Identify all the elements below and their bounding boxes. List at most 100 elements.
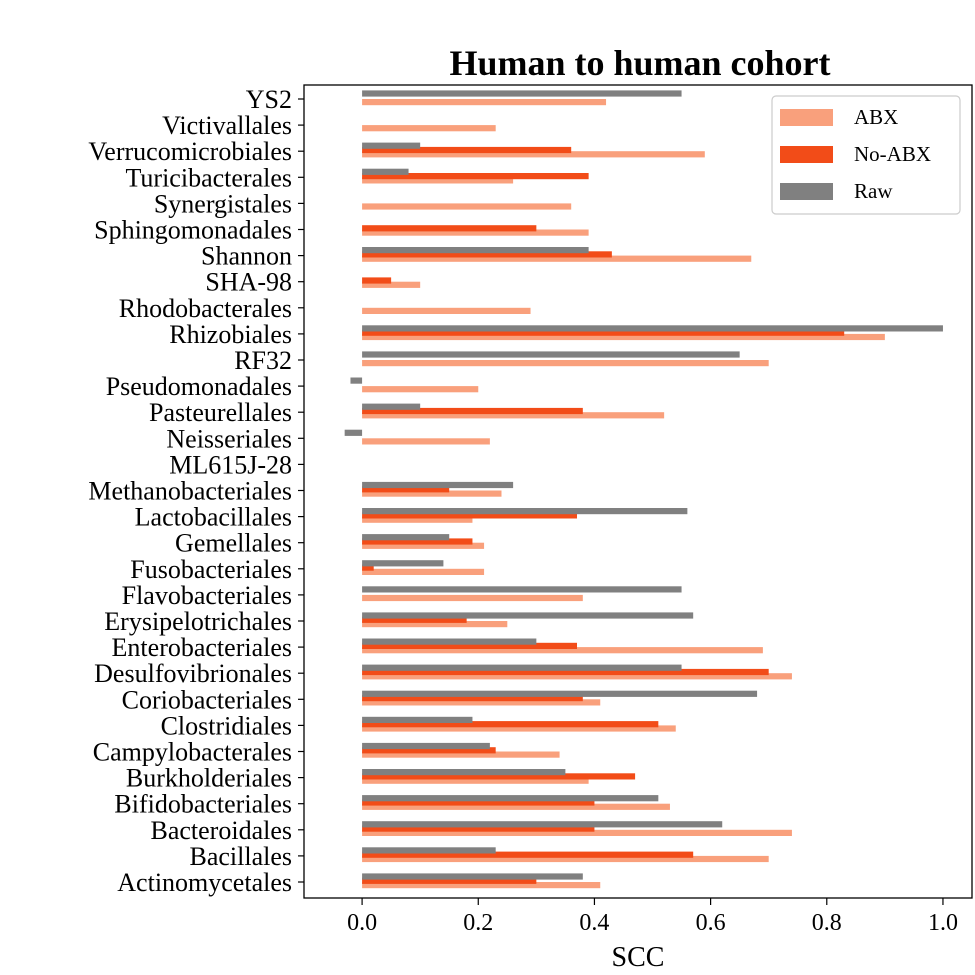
bar-raw — [362, 638, 537, 645]
bar-raw — [362, 690, 758, 697]
category-label: Bacteroidales — [151, 816, 293, 845]
legend-swatch-raw — [780, 183, 833, 200]
x-ticks: 0.0 0.2 0.4 0.6 0.8 1.0 — [347, 898, 958, 936]
category-label: Neisseriales — [166, 424, 292, 453]
bar-abx — [362, 803, 670, 810]
bar-raw — [362, 325, 943, 332]
bar-raw — [362, 508, 688, 515]
category-label: Sphingomonadales — [94, 216, 292, 245]
bar-no-abx — [362, 486, 450, 493]
bar-no-abx — [362, 616, 467, 623]
bar-abx — [362, 751, 560, 758]
bar-raw — [362, 795, 659, 802]
bar-abx — [362, 203, 572, 210]
bar-raw — [362, 403, 421, 410]
category-label: Actinomycetales — [117, 868, 292, 897]
category-label: Erysipelotrichales — [104, 607, 292, 636]
category-label: YS2 — [246, 85, 292, 114]
bar-raw — [362, 351, 740, 358]
category-label: Burkholderiales — [126, 764, 292, 793]
bar-abx — [362, 412, 665, 419]
bar-raw — [362, 168, 409, 175]
bar-raw — [362, 612, 694, 619]
category-label: Flavobacteriales — [122, 581, 292, 610]
bar-abx — [362, 516, 473, 523]
bar-no-abx — [362, 773, 636, 780]
bar-raw — [362, 481, 514, 489]
bar-abx — [362, 386, 479, 393]
bar-raw — [362, 247, 589, 254]
bar-raw — [344, 429, 363, 436]
category-label: Coriobacteriales — [122, 685, 292, 714]
chart-title: Human to human cohort — [449, 43, 830, 83]
legend-label-raw: Raw — [854, 179, 893, 203]
bar-abx — [362, 125, 496, 132]
bar-abx — [362, 438, 490, 445]
bar-raw — [362, 534, 450, 541]
bar-no-abx — [362, 564, 374, 571]
bar-abx — [362, 542, 485, 549]
category-label: SHA-98 — [205, 268, 292, 297]
category-label: Victivallales — [162, 111, 292, 140]
category-label: Lactobacillales — [135, 503, 292, 532]
bar-abx — [362, 333, 885, 341]
category-label: Clostridiales — [161, 711, 292, 740]
bar-no-abx — [362, 173, 589, 180]
bar-no-abx — [362, 329, 845, 336]
bar-abx — [362, 699, 601, 706]
bar-abx — [362, 281, 421, 288]
bar-no-abx — [362, 642, 578, 649]
category-label: Pseudomonadales — [106, 372, 292, 401]
bar-abx — [362, 490, 502, 497]
category-label: Synergistales — [154, 189, 292, 218]
bars-group — [344, 90, 943, 889]
legend-label-abx: ABX — [854, 105, 898, 129]
category-label: Campylobacterales — [93, 738, 292, 767]
bar-no-abx — [362, 668, 769, 676]
bar-abx — [362, 360, 769, 367]
category-label: Gemellales — [175, 529, 292, 558]
bar-abx — [362, 777, 589, 784]
bar-no-abx — [362, 825, 595, 832]
legend-swatch-abx — [780, 109, 833, 126]
bar-no-abx — [362, 851, 694, 858]
bar-raw — [362, 742, 490, 750]
category-label: Turicibacterales — [125, 163, 292, 192]
x-tick-label: 1.0 — [928, 910, 958, 936]
category-label: Shannon — [201, 242, 292, 271]
legend-label-no-abx: No-ABX — [854, 142, 931, 166]
category-label: Methanobacteriales — [88, 477, 292, 506]
bar-abx — [362, 647, 763, 654]
category-label: Desulfovibrionales — [94, 659, 292, 688]
bar-no-abx — [362, 695, 583, 702]
bar-no-abx — [362, 799, 595, 806]
category-label: Bifidobacteriales — [114, 790, 292, 819]
category-label: Fusobacteriales — [130, 555, 292, 584]
x-tick-label: 0.4 — [579, 910, 609, 936]
bar-raw — [362, 664, 682, 671]
bar-abx — [362, 255, 752, 262]
bar-no-abx — [362, 225, 537, 232]
bar-raw — [362, 847, 496, 854]
bar-raw — [350, 377, 363, 384]
bar-no-abx — [362, 512, 578, 519]
bar-abx — [362, 177, 514, 184]
bar-abx — [362, 229, 589, 236]
bar-abx — [362, 99, 607, 106]
bar-raw — [362, 716, 473, 723]
bar-abx — [362, 882, 601, 889]
bar-no-abx — [362, 251, 612, 258]
category-label: Verrucomicrobiales — [88, 137, 292, 166]
bar-abx — [362, 673, 792, 680]
x-tick-label: 0.2 — [463, 910, 493, 936]
category-label: Rhodobacterales — [119, 294, 292, 323]
bar-no-abx — [362, 747, 496, 754]
legend: ABX No-ABX Raw — [771, 95, 961, 215]
category-label: Rhizobiales — [169, 320, 292, 349]
bar-abx — [362, 151, 705, 158]
x-tick-label: 0.8 — [812, 910, 842, 936]
bar-no-abx — [362, 721, 659, 728]
bar-no-abx — [362, 877, 537, 884]
category-label: Bacillales — [189, 842, 292, 871]
